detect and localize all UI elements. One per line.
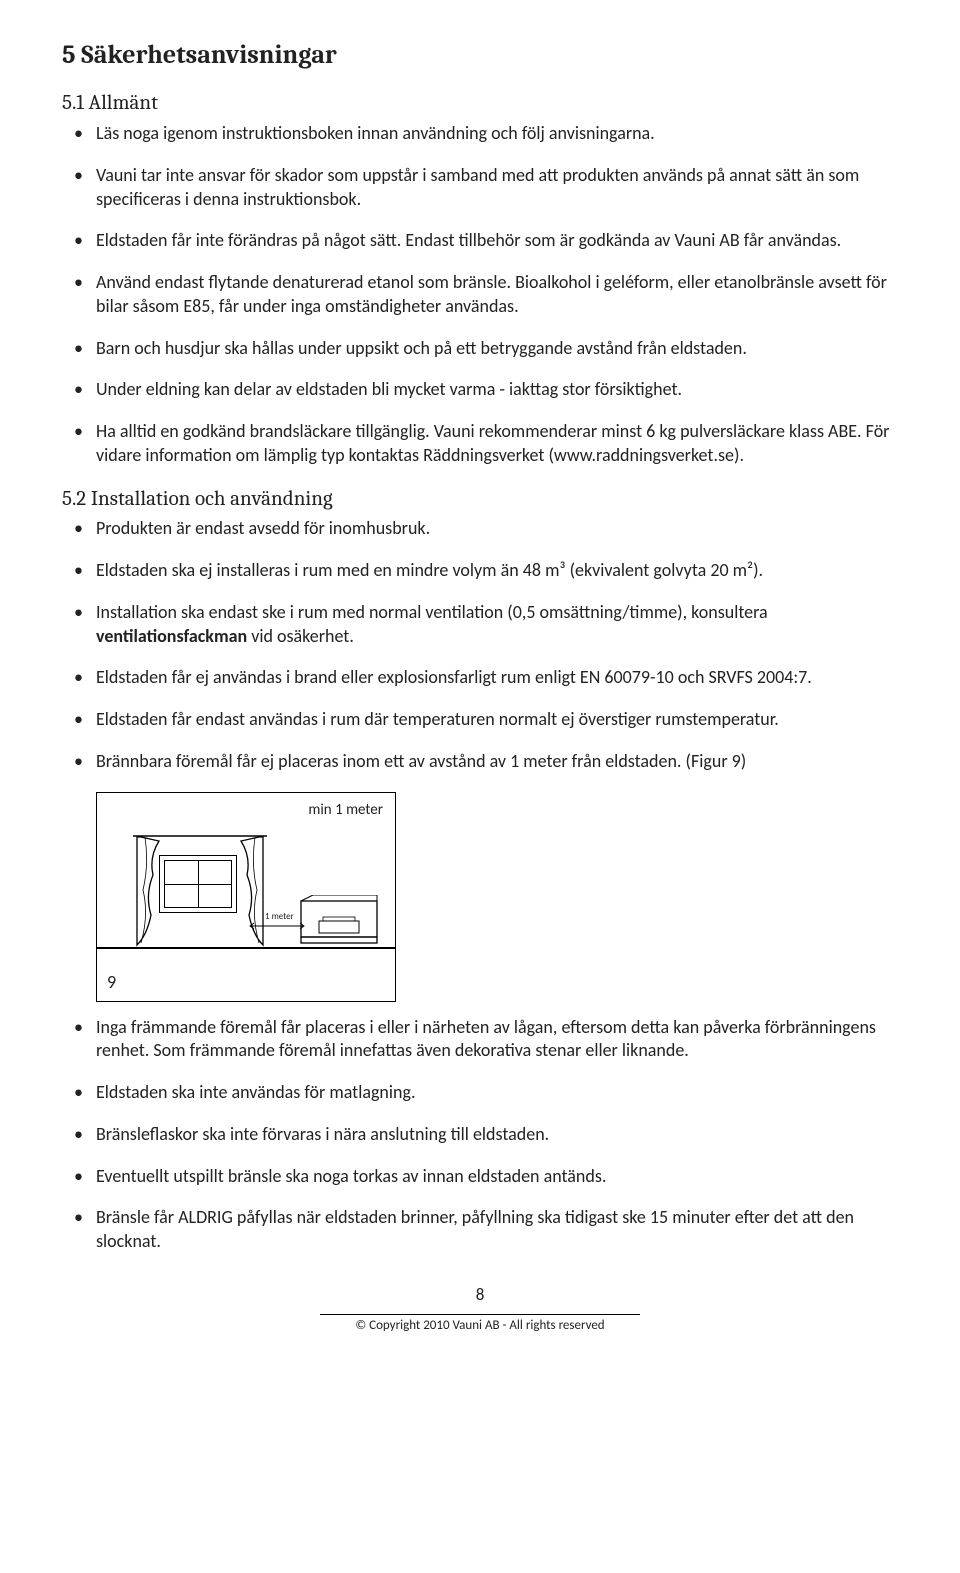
list-item: Eventuellt utspillt bränsle ska noga tor… [62,1165,898,1189]
list-item: Produkten är endast avsedd för inomhusbr… [62,517,898,541]
list-item: Inga främmande föremål får placeras i el… [62,1016,898,1064]
list-item: Använd endast flytande denaturerad etano… [62,271,898,319]
list-item: Under eldning kan delar av eldstaden bli… [62,378,898,402]
section-5-heading: 5 Säkerhetsanvisningar [62,38,898,72]
section-5-2-list-b: Inga främmande föremål får placeras i el… [62,1016,898,1254]
list-item: Eldstaden ska ej installeras i rum med e… [62,559,898,583]
list-item: Eldstaden får inte förändras på något sä… [62,229,898,253]
section-5-1-heading: 5.1 Allmänt [62,90,898,118]
list-item: Ha alltid en godkänd brandsläckare tillg… [62,420,898,468]
list-item: Eldstaden får ej användas i brand eller … [62,666,898,690]
page-number: 8 [62,1284,898,1306]
bold-text: ventilationsfackman [96,625,247,647]
list-item: Bränsleflaskor ska inte förvaras i nära … [62,1123,898,1147]
list-item: Barn och husdjur ska hållas under uppsik… [62,337,898,361]
copyright-text: © Copyright 2010 Vauni AB - All rights r… [320,1314,640,1334]
curtain-rod-icon [133,833,267,839]
text: vid osäkerhet. [247,625,354,647]
list-item: Installation ska endast ske i rum med no… [62,601,898,649]
page-footer: 8 © Copyright 2010 Vauni AB - All rights… [62,1284,898,1335]
figure-9-inner-label: 1 meter [265,911,294,923]
list-item: Läs noga igenom instruktionsboken innan … [62,122,898,146]
fireplace-icon [299,895,379,945]
section-5-2-heading: 5.2 Installation och användning [62,486,898,514]
figure-9-box: min 1 meter [96,792,396,1002]
figure-9: min 1 meter [96,792,898,1002]
list-item: Vauni tar inte ansvar för skador som upp… [62,164,898,212]
curtain-left-icon [135,835,175,955]
section-5-1-list: Läs noga igenom instruktionsboken innan … [62,122,898,468]
curtain-right-icon [225,835,265,955]
list-item: Eldstaden ska inte användas för matlagni… [62,1081,898,1105]
section-5-2-list-a: Produkten är endast avsedd för inomhusbr… [62,517,898,773]
list-item: Brännbara föremål får ej placeras inom e… [62,750,898,774]
list-item: Bränsle får ALDRIG påfyllas när eldstade… [62,1206,898,1254]
text: Installation ska endast ske i rum med no… [96,601,768,623]
figure-9-top-label: min 1 meter [308,801,383,821]
figure-9-number: 9 [107,971,116,995]
list-item: Eldstaden får endast användas i rum där … [62,708,898,732]
